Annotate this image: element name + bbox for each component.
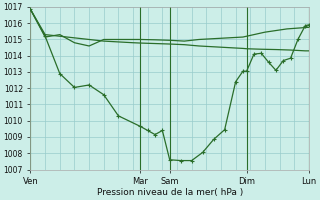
X-axis label: Pression niveau de la mer( hPa ): Pression niveau de la mer( hPa ) bbox=[97, 188, 243, 197]
